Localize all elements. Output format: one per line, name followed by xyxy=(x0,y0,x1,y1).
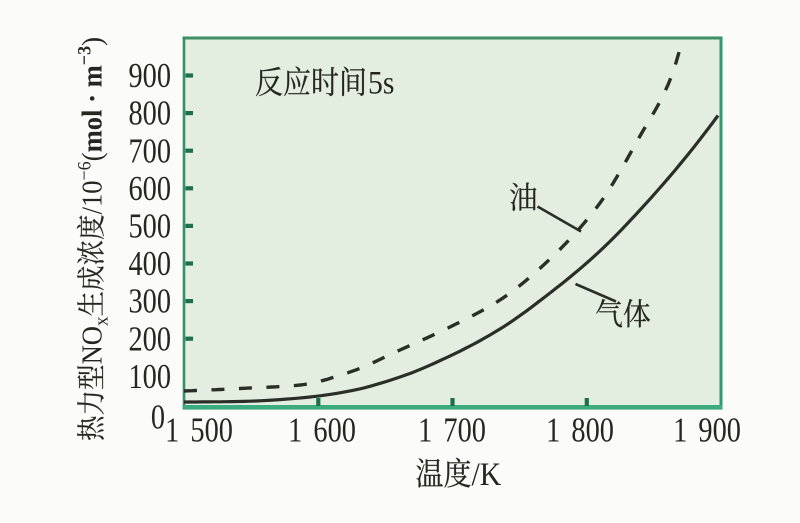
svg-text:600: 600 xyxy=(128,169,171,207)
svg-text:/K: /K xyxy=(472,456,502,493)
svg-text:200: 200 xyxy=(128,320,171,358)
svg-text:5s: 5s xyxy=(368,64,394,101)
svg-text:1 800: 1 800 xyxy=(546,411,614,449)
svg-text:300: 300 xyxy=(128,282,171,320)
svg-text:/10: /10 xyxy=(77,180,108,214)
svg-text:−6: −6 xyxy=(74,161,96,180)
svg-text:900: 900 xyxy=(128,56,171,94)
svg-text:): ) xyxy=(77,37,108,46)
svg-text:400: 400 xyxy=(128,244,171,282)
svg-text:500: 500 xyxy=(128,207,171,245)
svg-text:NO: NO xyxy=(77,326,108,364)
svg-text:100: 100 xyxy=(128,357,171,395)
svg-text:700: 700 xyxy=(128,132,171,170)
svg-text:−3: −3 xyxy=(74,46,96,65)
svg-text:1 500: 1 500 xyxy=(165,411,233,449)
svg-text:0: 0 xyxy=(151,398,165,436)
svg-text:mol · m: mol · m xyxy=(77,65,108,152)
svg-text:x: x xyxy=(92,316,113,326)
svg-text:1 900: 1 900 xyxy=(673,411,741,449)
svg-text:(: ( xyxy=(77,152,108,161)
svg-text:1 600: 1 600 xyxy=(288,411,356,449)
svg-text:800: 800 xyxy=(128,94,171,132)
svg-text:1 700: 1 700 xyxy=(418,411,486,449)
